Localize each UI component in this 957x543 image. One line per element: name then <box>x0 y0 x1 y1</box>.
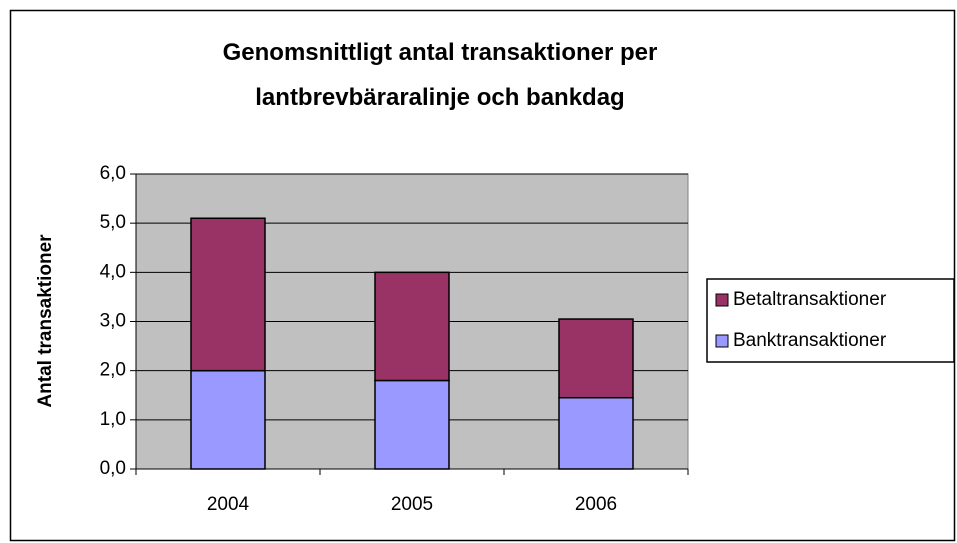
y-tick-label: 0,0 <box>100 458 126 479</box>
bar-segment <box>190 369 266 470</box>
x-tick-label: 2005 <box>391 494 433 515</box>
legend-swatch <box>715 334 729 348</box>
bar-segment <box>374 379 450 470</box>
bar-segment <box>374 271 450 382</box>
y-tick-label: 5,0 <box>100 212 126 233</box>
y-axis-label: Antal transaktioner <box>35 234 56 408</box>
y-tick-label: 6,0 <box>100 163 126 184</box>
legend-box <box>706 278 955 363</box>
chart-title: Genomsnittligt antal transaktioner per la… <box>223 39 658 111</box>
y-tick-label: 1,0 <box>100 409 126 430</box>
x-tick-label: 2004 <box>207 494 250 515</box>
x-tick-label: 2006 <box>575 494 617 515</box>
bar-segment <box>558 318 634 399</box>
y-tick-label: 2,0 <box>100 360 126 381</box>
legend-label: Betaltransaktioner <box>733 289 887 310</box>
legend-label: Banktransaktioner <box>733 330 887 351</box>
bar-segment <box>190 217 266 372</box>
y-tick-label: 4,0 <box>100 261 126 282</box>
legend-swatch <box>715 293 729 307</box>
y-tick-label: 3,0 <box>100 311 126 332</box>
bar-segment <box>558 396 634 470</box>
